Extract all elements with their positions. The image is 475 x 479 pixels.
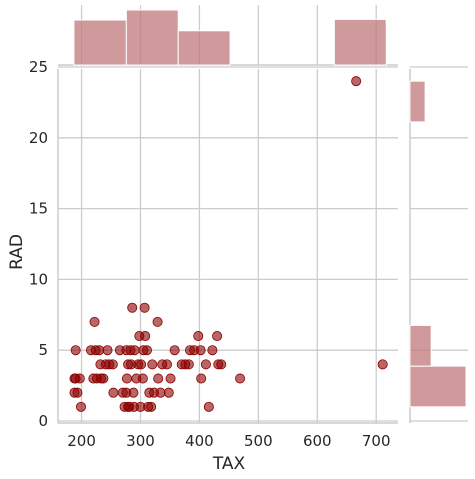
scatter-point [169, 345, 180, 356]
y-histogram-bar [409, 365, 467, 408]
x-tick-label: 400 [185, 432, 214, 450]
scatter-points [69, 76, 388, 412]
scatter-point [153, 373, 164, 384]
x-histogram-bar [125, 9, 179, 66]
scatter-point [203, 401, 214, 412]
scatter-point [183, 359, 194, 370]
scatter-point [200, 359, 211, 370]
grid-lines [58, 5, 468, 423]
y-marginal-histogram [409, 80, 467, 408]
x-tick-labels: 200 300 400 500 600 700 [67, 432, 390, 450]
scatter-point [146, 401, 157, 412]
scatter-point [127, 302, 138, 313]
x-histogram-bar [333, 18, 387, 66]
scatter-point [74, 373, 85, 384]
y-tick-labels: 0 5 10 15 20 25 [29, 58, 48, 430]
scatter-point [152, 316, 163, 327]
scatter-point [107, 359, 118, 370]
x-histogram-bar [73, 19, 127, 66]
scatter-point [98, 373, 109, 384]
axes [57, 64, 411, 424]
scatter-point [70, 345, 81, 356]
scatter-point [163, 387, 174, 398]
y-tick-label: 5 [38, 341, 48, 359]
scatter-point [155, 387, 166, 398]
scatter-point [165, 373, 176, 384]
scatter-point [108, 387, 119, 398]
scatter-point [235, 373, 246, 384]
scatter-point [193, 331, 204, 342]
y-histogram-bar [409, 324, 432, 367]
x-marginal-histogram [73, 9, 387, 66]
scatter-point [196, 373, 207, 384]
y-tick-label: 20 [29, 129, 48, 147]
scatter-point [207, 345, 218, 356]
x-tick-label: 500 [244, 432, 273, 450]
x-tick-label: 600 [303, 432, 332, 450]
scatter-point [75, 401, 86, 412]
scatter-point [94, 345, 105, 356]
scatter-point [129, 345, 140, 356]
x-axis-label: TAX [212, 454, 246, 474]
scatter-point [102, 345, 113, 356]
y-tick-label: 10 [29, 270, 48, 288]
scatter-point [128, 387, 139, 398]
scatter-point [216, 359, 227, 370]
y-tick-label: 25 [29, 58, 48, 76]
scatter-point [136, 359, 147, 370]
scatter-point [147, 359, 158, 370]
x-tick-label: 700 [362, 432, 391, 450]
scatter-point [137, 373, 148, 384]
scatter-point [139, 302, 150, 313]
scatter-point [351, 76, 362, 87]
scatter-point [141, 345, 152, 356]
x-histogram-bar [177, 30, 231, 66]
y-axis-label: RAD [7, 234, 27, 270]
scatter-point [377, 359, 388, 370]
scatter-point [89, 316, 100, 327]
scatter-point [140, 331, 151, 342]
y-histogram-bar [409, 80, 426, 123]
scatter-point [195, 345, 206, 356]
scatter-point [162, 359, 173, 370]
y-tick-label: 15 [29, 200, 48, 218]
y-tick-label: 0 [38, 412, 48, 430]
scatter-point [72, 387, 83, 398]
x-tick-label: 200 [67, 432, 96, 450]
x-tick-label: 300 [126, 432, 155, 450]
scatter-point [212, 331, 223, 342]
scatter-point [121, 373, 132, 384]
